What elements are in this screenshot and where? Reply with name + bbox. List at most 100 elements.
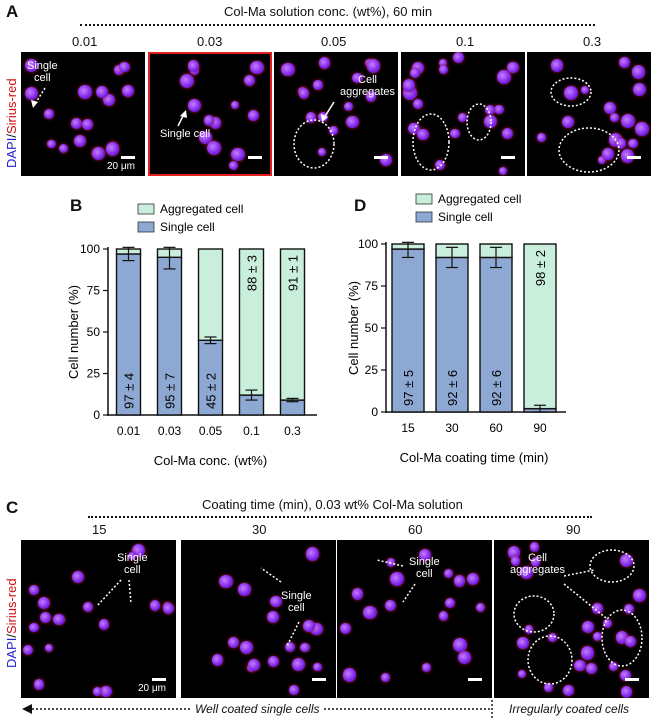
cell-nucleus: [484, 115, 498, 129]
x-axis-title: Col-Ma conc. (wt%): [154, 453, 267, 468]
y-tick-label: 25: [365, 363, 379, 377]
cell-nucleus: [604, 102, 616, 114]
time-label-2: 60: [408, 522, 423, 537]
annotation-overlay: [550, 77, 620, 173]
y-tick-label: 50: [87, 325, 101, 339]
y-tick-label: 75: [87, 284, 101, 298]
annotation-overlay: [293, 101, 335, 169]
cell-nucleus: [91, 147, 105, 160]
annotation-cell-aggregates: Cell aggregates: [510, 552, 566, 576]
cell-nucleus: [517, 669, 526, 678]
cell-nucleus: [29, 584, 39, 595]
bar-aggregated-cell: [238, 248, 265, 396]
cell-nucleus: [412, 61, 424, 74]
y-tick-label: 75: [365, 279, 379, 293]
bar-aggregated-cell: [279, 248, 306, 401]
y-axis-title: Cell number (%): [346, 281, 361, 375]
cell-nucleus: [289, 685, 299, 696]
dapi-label: DAPI: [4, 137, 19, 168]
cell-nucleus: [619, 669, 631, 682]
bar-aggregated-cell: [523, 243, 557, 410]
cell-nucleus: [44, 109, 55, 119]
panel-a-stain-label: DAPI/Sirius-red: [4, 78, 19, 168]
cell-nucleus: [281, 62, 296, 77]
cell-nucleus: [203, 115, 215, 126]
cell-nucleus: [238, 583, 251, 596]
scale-bar: [625, 678, 639, 681]
y-tick-label: 50: [365, 321, 379, 335]
cell-nucleus: [187, 60, 200, 73]
x-tick-label: 0.3: [284, 424, 301, 438]
dapi-label-c: DAPI: [4, 637, 19, 668]
cell-nucleus: [620, 149, 635, 163]
cell-nucleus: [438, 64, 448, 74]
cell-nucleus: [352, 588, 364, 600]
footer-right-text: Irregularly coated cells: [509, 702, 630, 716]
time-label-1: 30: [252, 522, 267, 537]
cell-nucleus: [581, 620, 594, 633]
cell-nucleus: [199, 131, 212, 144]
cell-nucleus: [485, 104, 496, 116]
cell-nucleus: [249, 60, 264, 75]
scale-bar: [152, 678, 166, 681]
cell-nucleus: [603, 619, 613, 629]
cell-nucleus: [564, 85, 579, 100]
panel-label-c: C: [6, 498, 19, 517]
y-tick-label: 0: [93, 408, 100, 422]
cell-nucleus: [609, 661, 619, 671]
cell-nucleus: [408, 122, 420, 135]
cell-nucleus: [219, 574, 234, 589]
cell-nucleus: [417, 128, 429, 141]
x-tick-label: 30: [445, 421, 459, 435]
bar-single-cell: [197, 339, 224, 416]
cell-nucleus: [243, 74, 256, 87]
cell-nucleus: [444, 568, 454, 578]
y-axis-title: Cell number (%): [66, 285, 81, 379]
cell-nucleus: [494, 104, 505, 115]
cell-nucleus: [525, 625, 534, 634]
cell-nucleus: [592, 631, 602, 641]
bar-single-cell: [435, 256, 469, 413]
cell-nucleus: [98, 619, 110, 630]
annotation-single-cell: Single cell: [27, 60, 58, 84]
bar-single-cell: [479, 256, 513, 413]
micrograph-c-3: Cell aggregates: [494, 540, 649, 698]
panel-label-d: D: [354, 196, 367, 215]
footer-left-text: Well coated single cells: [192, 702, 323, 716]
cell-nucleus: [74, 135, 86, 148]
cell-nucleus: [610, 113, 620, 122]
cell-nucleus: [58, 144, 68, 154]
annotation-single-cell: Single cell: [281, 590, 312, 614]
cell-nucleus: [305, 547, 319, 561]
stain-separator: /: [4, 134, 19, 138]
cell-nucleus: [149, 600, 161, 611]
cell-nucleus: [421, 662, 431, 672]
cell-nucleus: [498, 167, 507, 176]
cell-nucleus: [239, 640, 253, 654]
cell-nucleus: [211, 654, 224, 667]
panel-c-header-divider: [88, 516, 592, 518]
x-axis-title: Col-Ma coating time (min): [400, 450, 549, 465]
cell-nucleus: [122, 85, 135, 98]
cell-nucleus: [537, 133, 546, 143]
cell-nucleus: [22, 645, 33, 656]
cell-nucleus: [633, 588, 647, 602]
x-tick-label: 60: [489, 421, 503, 435]
cell-nucleus: [438, 58, 448, 68]
annotation-overlay: [31, 87, 46, 108]
cell-nucleus: [438, 611, 449, 621]
panel-a-header: Col-Ma solution conc. (wt%), 60 min: [224, 4, 433, 19]
legend-swatch-single: [137, 221, 155, 233]
scale-bar: [312, 678, 326, 681]
cell-nucleus: [390, 572, 404, 586]
y-tick-label: 100: [80, 242, 100, 256]
cell-nucleus: [312, 79, 323, 90]
cell-nucleus: [450, 128, 461, 139]
cell-nucleus: [113, 65, 124, 75]
cell-nucleus: [561, 115, 575, 129]
cell-nucleus: [33, 679, 45, 690]
cell-nucleus: [580, 646, 595, 660]
cell-nucleus: [602, 148, 614, 160]
cell-nucleus: [458, 651, 471, 664]
cell-nucleus: [106, 142, 120, 156]
